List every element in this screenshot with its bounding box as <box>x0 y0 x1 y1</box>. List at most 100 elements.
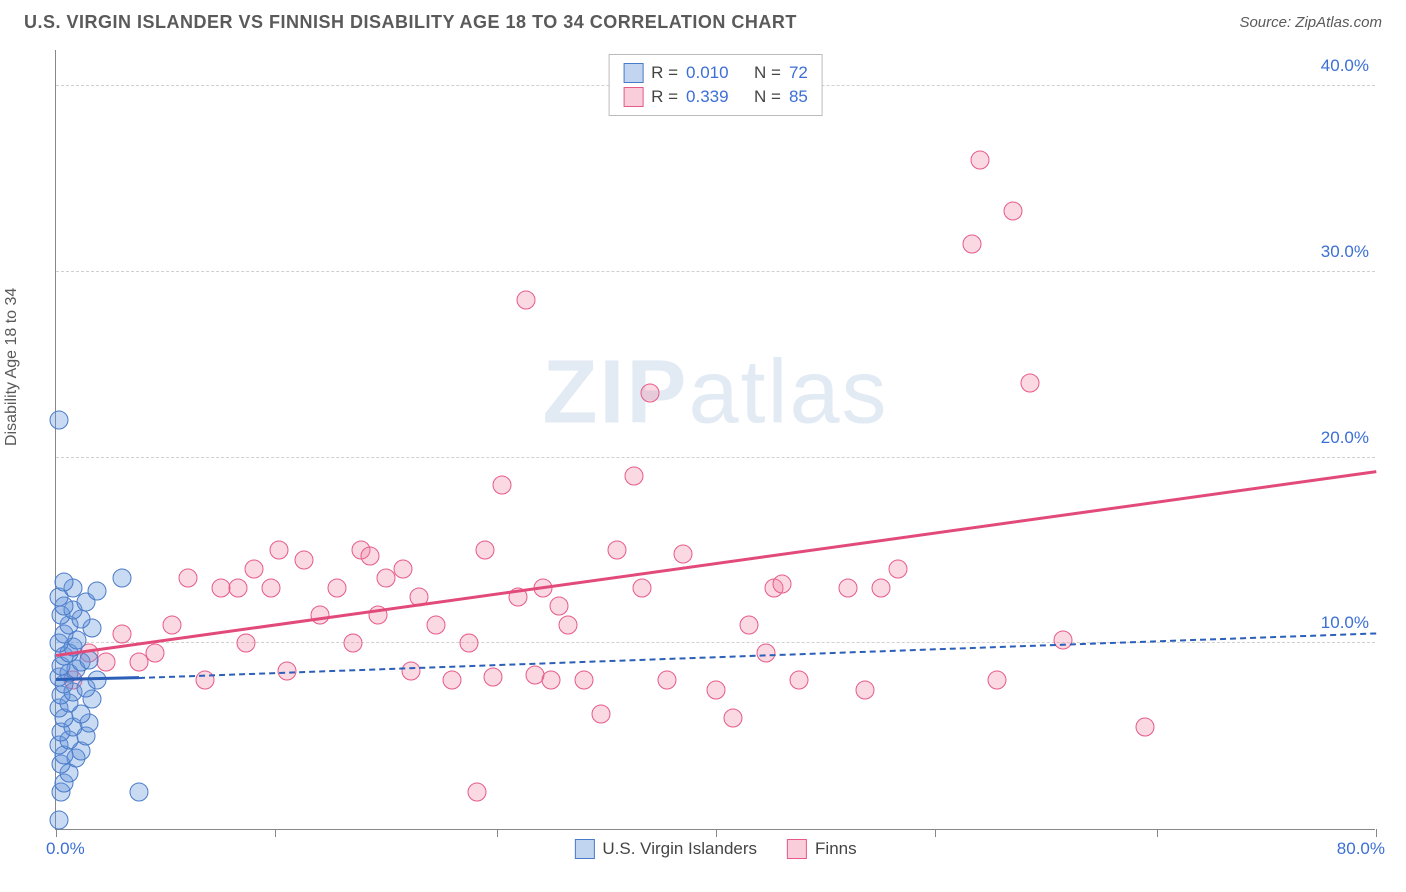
trendline-blue-dashed <box>138 632 1376 679</box>
data-point-pink <box>1053 630 1072 649</box>
data-point-pink <box>484 667 503 686</box>
data-point-pink <box>245 560 264 579</box>
chart-title: U.S. VIRGIN ISLANDER VS FINNISH DISABILI… <box>24 12 797 33</box>
r-value-blue: 0.010 <box>686 63 729 83</box>
y-tick-label: 40.0% <box>1321 56 1385 76</box>
x-tick <box>56 829 57 837</box>
r-label: R = <box>651 63 678 83</box>
data-point-blue <box>50 411 69 430</box>
data-point-pink <box>575 671 594 690</box>
legend-label-blue: U.S. Virgin Islanders <box>602 839 757 859</box>
data-point-pink <box>542 671 561 690</box>
n-value-blue: 72 <box>789 63 808 83</box>
data-point-pink <box>327 578 346 597</box>
n-label: N = <box>754 63 781 83</box>
data-point-blue <box>88 671 107 690</box>
x-tick <box>1376 829 1377 837</box>
data-point-pink <box>393 560 412 579</box>
data-point-pink <box>96 652 115 671</box>
swatch-blue-icon <box>623 63 643 83</box>
source-label: Source: ZipAtlas.com <box>1239 14 1382 31</box>
y-tick-label: 20.0% <box>1321 428 1385 448</box>
legend-row-pink: R = 0.339 N = 85 <box>623 85 808 109</box>
x-axis-origin-label: 0.0% <box>46 839 85 859</box>
data-point-pink <box>426 615 445 634</box>
watermark: ZIPatlas <box>542 341 888 444</box>
watermark-zip: ZIP <box>542 342 688 442</box>
data-point-pink <box>591 704 610 723</box>
n-value-pink: 85 <box>789 87 808 107</box>
data-point-pink <box>443 671 462 690</box>
header: U.S. VIRGIN ISLANDER VS FINNISH DISABILI… <box>0 0 1406 33</box>
n-label: N = <box>754 87 781 107</box>
data-point-pink <box>467 782 486 801</box>
r-label: R = <box>651 87 678 107</box>
legend-series: U.S. Virgin Islanders Finns <box>574 839 856 859</box>
data-point-pink <box>269 541 288 560</box>
y-tick-label: 10.0% <box>1321 613 1385 633</box>
data-point-blue <box>80 651 99 670</box>
x-tick <box>275 829 276 837</box>
data-point-pink <box>740 615 759 634</box>
data-point-pink <box>839 578 858 597</box>
data-point-pink <box>888 560 907 579</box>
legend-item-pink: Finns <box>787 839 857 859</box>
data-point-pink <box>162 615 181 634</box>
data-point-blue <box>50 810 69 829</box>
data-point-pink <box>113 625 132 644</box>
data-point-pink <box>492 476 511 495</box>
data-point-pink <box>707 680 726 699</box>
x-tick <box>935 829 936 837</box>
data-point-pink <box>872 578 891 597</box>
data-point-pink <box>1004 201 1023 220</box>
data-point-pink <box>179 569 198 588</box>
data-point-pink <box>401 662 420 681</box>
data-point-pink <box>476 541 495 560</box>
data-point-pink <box>146 643 165 662</box>
data-point-pink <box>608 541 627 560</box>
x-tick <box>1157 829 1158 837</box>
data-point-pink <box>294 550 313 569</box>
data-point-pink <box>773 574 792 593</box>
data-point-pink <box>971 151 990 170</box>
data-point-blue <box>113 569 132 588</box>
swatch-pink-icon <box>623 87 643 107</box>
data-point-pink <box>550 597 569 616</box>
legend-stats: R = 0.010 N = 72 R = 0.339 N = 85 <box>608 54 823 116</box>
data-point-pink <box>459 634 478 653</box>
gridline <box>56 271 1375 272</box>
swatch-blue-icon <box>574 839 594 859</box>
data-point-blue <box>55 573 74 592</box>
data-point-pink <box>236 634 255 653</box>
data-point-pink <box>228 578 247 597</box>
data-point-pink <box>987 671 1006 690</box>
data-point-blue <box>88 582 107 601</box>
y-axis-label: Disability Age 18 to 34 <box>3 288 21 446</box>
data-point-pink <box>723 708 742 727</box>
x-tick <box>716 829 717 837</box>
swatch-pink-icon <box>787 839 807 859</box>
data-point-pink <box>632 578 651 597</box>
x-axis-max-label: 80.0% <box>1337 839 1385 859</box>
gridline <box>56 457 1375 458</box>
data-point-pink <box>558 615 577 634</box>
y-tick-label: 30.0% <box>1321 242 1385 262</box>
watermark-atlas: atlas <box>688 342 888 442</box>
data-point-blue <box>129 782 148 801</box>
chart-plot-area: ZIPatlas R = 0.010 N = 72 R = 0.339 N = … <box>55 50 1375 830</box>
data-point-pink <box>261 578 280 597</box>
x-tick <box>497 829 498 837</box>
data-point-pink <box>1136 717 1155 736</box>
data-point-pink <box>789 671 808 690</box>
data-point-pink <box>517 290 536 309</box>
data-point-pink <box>674 545 693 564</box>
data-point-pink <box>756 643 775 662</box>
legend-label-pink: Finns <box>815 839 857 859</box>
data-point-pink <box>1020 374 1039 393</box>
legend-row-blue: R = 0.010 N = 72 <box>623 61 808 85</box>
data-point-pink <box>360 547 379 566</box>
data-point-pink <box>641 383 660 402</box>
data-point-pink <box>855 680 874 699</box>
data-point-pink <box>344 634 363 653</box>
data-point-pink <box>624 467 643 486</box>
